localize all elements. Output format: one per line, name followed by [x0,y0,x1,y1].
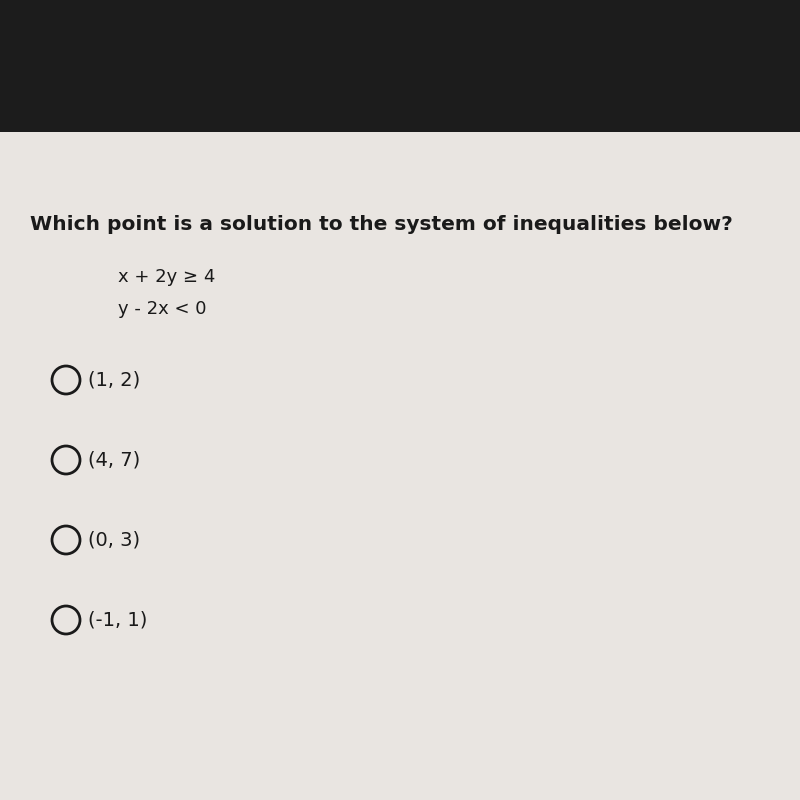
Text: x + 2y ≥ 4: x + 2y ≥ 4 [118,268,215,286]
Text: (0, 3): (0, 3) [88,530,140,549]
Bar [0,132,800,800]
Text: (4, 7): (4, 7) [88,450,140,469]
Text: y - 2x < 0: y - 2x < 0 [118,300,206,318]
Text: Which point is a solution to the system of inequalities below?: Which point is a solution to the system … [30,215,733,234]
Text: (1, 2): (1, 2) [88,370,140,389]
Text: (-1, 1): (-1, 1) [88,610,147,629]
